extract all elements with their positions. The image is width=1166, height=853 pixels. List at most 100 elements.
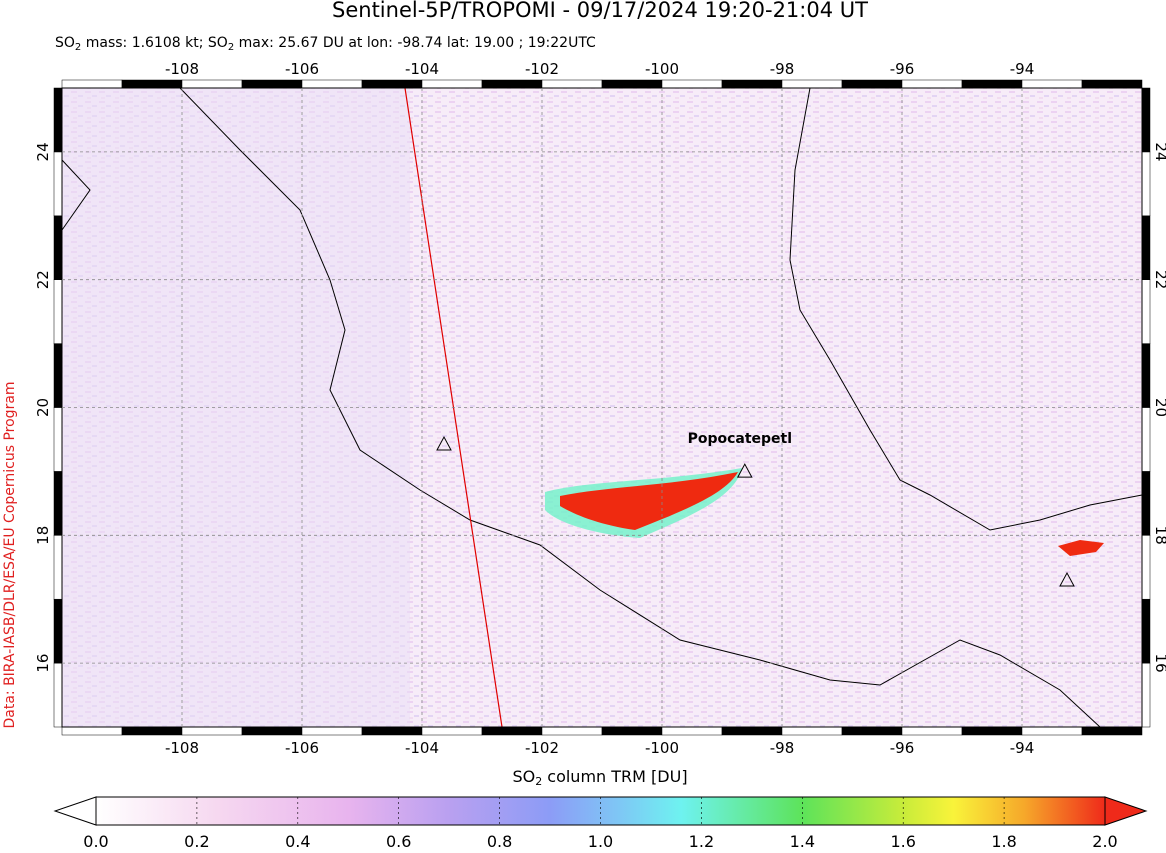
- colorbar-over: [1104, 796, 1148, 826]
- frame-band: [61, 79, 123, 89]
- frame-band: [541, 726, 603, 736]
- subtitle: SO2 mass: 1.6108 kt; SO2 max: 25.67 DU a…: [55, 35, 596, 53]
- colorbar-tick-label: 0.4: [285, 832, 310, 851]
- frame-band: [421, 726, 483, 736]
- frame-band: [481, 726, 543, 736]
- plume: [560, 472, 738, 530]
- frame-band: [53, 535, 63, 600]
- frame-band: [541, 79, 603, 89]
- colorbar-label: SO2 column TRM [DU]: [512, 767, 687, 788]
- frame-band: [961, 79, 1023, 89]
- colorbar-tick-label: 1.6: [890, 832, 915, 851]
- lat-tick-label: 24: [34, 142, 52, 161]
- lon-tick-label: -102: [525, 60, 559, 78]
- frame-band: [1141, 535, 1151, 600]
- frame-band: [1081, 79, 1143, 89]
- frame-band: [53, 662, 63, 728]
- frame-band: [53, 471, 63, 536]
- frame-band: [601, 79, 663, 89]
- lon-tick-label: -98: [770, 60, 795, 78]
- frame-band: [61, 726, 123, 736]
- colorbar-tick-label: 1.8: [991, 832, 1016, 851]
- colorbar-tick-label: 0.2: [184, 832, 209, 851]
- frame-band: [901, 726, 963, 736]
- frame-band: [961, 726, 1023, 736]
- frame-band: [1141, 343, 1151, 408]
- frame-band: [121, 726, 183, 736]
- lon-tick-label: -102: [525, 739, 559, 757]
- frame-band: [181, 79, 243, 89]
- colorbar-tick-label: 0.0: [83, 832, 108, 851]
- volcano-marker: [736, 463, 753, 478]
- frame-band: [53, 151, 63, 217]
- colorbar-tick-label: 0.6: [386, 832, 411, 851]
- plume-small: [1058, 540, 1104, 556]
- frame-band: [1141, 471, 1151, 536]
- frame-band: [661, 79, 723, 89]
- frame-band: [841, 79, 903, 89]
- credit: Data: BIRA-IASB/DLR/ESA/EU Copernicus Pr…: [2, 381, 18, 728]
- frame-band: [1021, 79, 1083, 89]
- title: Sentinel-5P/TROPOMI - 09/17/2024 19:20-2…: [332, 0, 868, 22]
- frame-band: [1141, 662, 1151, 728]
- lon-tick-label: -106: [285, 60, 319, 78]
- lon-tick-label: -96: [890, 60, 915, 78]
- frame-band: [421, 79, 483, 89]
- frame-band: [901, 79, 963, 89]
- frame-band: [1141, 279, 1151, 344]
- lon-tick-label: -108: [165, 60, 199, 78]
- frame-band: [1141, 87, 1151, 153]
- frame-band: [1141, 598, 1151, 664]
- frame-band: [1141, 215, 1151, 280]
- lon-tick-label: -94: [1010, 739, 1035, 757]
- frame-band: [781, 726, 843, 736]
- lon-tick-label: -100: [645, 739, 679, 757]
- frame-band: [53, 407, 63, 472]
- colorbar: [53, 796, 1148, 826]
- frame-band: [53, 215, 63, 280]
- colorbar-tick-label: 2.0: [1092, 832, 1117, 851]
- text-part: column TRM [DU]: [542, 767, 687, 786]
- lat-tick-label: 20: [34, 398, 52, 417]
- frame-band: [301, 726, 363, 736]
- frame-band: [781, 79, 843, 89]
- frame-band: [481, 79, 543, 89]
- subscript: 2: [228, 42, 234, 53]
- colorbar-under: [53, 796, 97, 826]
- colorbar-tick-label: 1.2: [689, 832, 714, 851]
- annotation: Popocatepetl: [688, 431, 792, 447]
- frame-band: [601, 726, 663, 736]
- coastline: [179, 87, 1101, 728]
- lat-tick-label: 22: [1152, 270, 1166, 289]
- coastline: [789, 87, 1143, 531]
- lon-tick-label: -104: [405, 60, 439, 78]
- frame-band: [53, 87, 63, 153]
- frame-band: [661, 726, 723, 736]
- subscript: 2: [535, 775, 542, 788]
- frame-band: [361, 79, 423, 89]
- frame-band: [241, 79, 303, 89]
- lat-tick-label: 22: [34, 270, 52, 289]
- lon-tick-label: -104: [405, 739, 439, 757]
- frame-band: [1081, 726, 1143, 736]
- lon-tick-label: -98: [770, 739, 795, 757]
- frame-band: [301, 79, 363, 89]
- lon-tick-label: -108: [165, 739, 199, 757]
- map: [53, 79, 1151, 736]
- text-part: max: 25.67 DU at lon: -98.74 lat: 19.00 …: [234, 35, 596, 51]
- text-part: SO: [55, 35, 75, 51]
- lat-tick-label: 18: [1152, 526, 1166, 545]
- lat-tick-label: 16: [1152, 654, 1166, 673]
- frame-band: [1141, 407, 1151, 472]
- lon-tick-label: -94: [1010, 60, 1035, 78]
- volcano: [436, 435, 1075, 587]
- frame-band: [121, 79, 183, 89]
- frame-band: [181, 726, 243, 736]
- colorbar-scale: [95, 796, 1106, 826]
- frame-band: [241, 726, 303, 736]
- frame-band: [361, 726, 423, 736]
- colorbar-tick-label: 1.4: [790, 832, 815, 851]
- colorbar-tick-label: 0.8: [487, 832, 512, 851]
- colorbar-tick-label: 1.0: [588, 832, 613, 851]
